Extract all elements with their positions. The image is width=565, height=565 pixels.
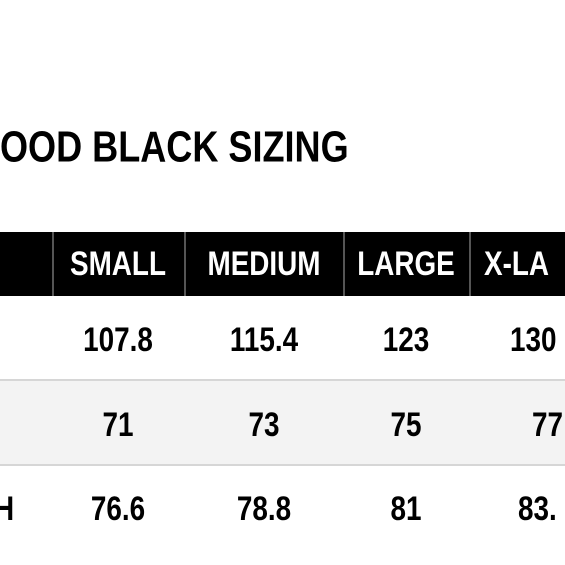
cell: 83. (518, 489, 557, 527)
row-label: I (0, 405, 2, 443)
cell: 130 (510, 320, 557, 358)
cell: 81 (390, 489, 421, 527)
cell: 78.8 (237, 489, 291, 527)
cell: 77 (532, 405, 563, 443)
row-shade (0, 381, 565, 465)
row-label: H (0, 489, 14, 527)
column-header: X-LA (484, 244, 549, 282)
cell: 73 (248, 405, 279, 443)
column-header: LARGE (357, 244, 455, 282)
cell: 71 (102, 405, 133, 443)
cell: 123 (383, 320, 430, 358)
cell: 107.8 (83, 320, 153, 358)
cell: 75 (390, 405, 421, 443)
cell: 115.4 (230, 320, 299, 358)
column-header: SMALL (70, 244, 166, 282)
cell: 76.6 (91, 489, 145, 527)
title: OOD BLACK SIZING (0, 122, 349, 171)
text-layer: OOD BLACK SIZING SMALL MEDIUM LARGE X-LA 107… (0, 122, 563, 527)
column-header: MEDIUM (207, 244, 320, 282)
